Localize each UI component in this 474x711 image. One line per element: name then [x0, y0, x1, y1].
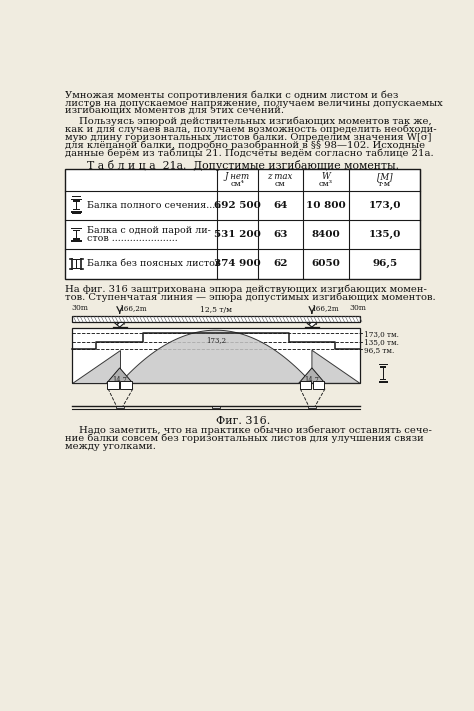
Polygon shape [114, 323, 125, 327]
Text: Т а б л и ц а  21а.  Допустимые изгибающие моменты.: Т а б л и ц а 21а. Допустимые изгибающие… [87, 160, 399, 171]
Text: 96,5 тм.: 96,5 тм. [364, 346, 394, 354]
Text: 374 900: 374 900 [214, 260, 261, 269]
Bar [76, 231, 77, 238]
Text: 96,5: 96,5 [372, 260, 397, 269]
Text: 8400: 8400 [311, 230, 340, 239]
Text: 14,7: 14,7 [112, 375, 127, 384]
Text: 62: 62 [273, 260, 287, 269]
Bar [73, 201, 80, 202]
Text: стов ......................: стов ...................... [87, 234, 178, 243]
Text: Надо заметить, что на практике обычно избегают оставлять сече-: Надо заметить, что на практике обычно из… [80, 426, 432, 435]
Bar [107, 381, 119, 389]
Bar [73, 209, 80, 210]
Bar [212, 406, 219, 408]
Text: 166,2m: 166,2m [119, 304, 146, 312]
Text: 173,0: 173,0 [368, 201, 401, 210]
Text: 531 200: 531 200 [214, 230, 261, 239]
Bar [379, 363, 388, 365]
Text: 30m: 30m [349, 304, 366, 312]
Text: Балка с одной парой ли-: Балка с одной парой ли- [87, 226, 211, 235]
Bar [72, 328, 360, 383]
Text: Пользуясь эпюрой действительных изгибающих моментов так же,: Пользуясь эпюрой действительных изгибающ… [80, 117, 432, 126]
Polygon shape [72, 351, 120, 383]
Bar [114, 323, 125, 325]
Text: между уголками.: между уголками. [65, 442, 156, 451]
Text: Балка полного сечения.....: Балка полного сечения..... [87, 201, 221, 210]
Bar [73, 238, 80, 240]
Text: тов. Ступенчатая линия — эпюра допустимых изгибающих моментов.: тов. Ступенчатая линия — эпюра допустимы… [65, 293, 436, 302]
Text: 30m: 30m [72, 304, 89, 312]
Text: Фиг. 316.: Фиг. 316. [216, 416, 270, 426]
Bar [120, 381, 132, 389]
Bar [71, 211, 82, 213]
Polygon shape [307, 323, 317, 327]
Text: Балка без поясных листов: Балка без поясных листов [87, 260, 220, 269]
Text: 173,2: 173,2 [206, 336, 226, 344]
Text: 166,2m: 166,2m [311, 304, 339, 312]
Bar [71, 198, 82, 200]
Bar [210, 409, 221, 410]
Text: 692 500: 692 500 [214, 201, 261, 210]
Text: 6050: 6050 [311, 260, 340, 269]
Bar [71, 240, 82, 242]
Polygon shape [120, 330, 312, 383]
Bar [73, 267, 80, 269]
Text: 14,7: 14,7 [304, 375, 319, 384]
Bar [72, 213, 81, 215]
Text: 10 800: 10 800 [306, 201, 346, 210]
Bar [72, 196, 81, 198]
Bar [72, 316, 360, 321]
Text: На фиг. 316 заштрихована эпюра действующих изгибающих момен-: На фиг. 316 заштрихована эпюра действующ… [65, 284, 428, 294]
Text: 173,0 тм.: 173,0 тм. [364, 330, 399, 338]
Polygon shape [299, 368, 325, 383]
Bar [116, 406, 124, 408]
Text: см: см [275, 180, 285, 188]
Text: ние балки совсем без горизонтальных листов для улучшения связи: ние балки совсем без горизонтальных лист… [65, 434, 424, 443]
Text: как и для случаев вала, получаем возможность определить необходи-: как и для случаев вала, получаем возможн… [65, 124, 437, 134]
Text: см⁴: см⁴ [230, 180, 245, 188]
Text: изгибающих моментов для этих сечений.: изгибающих моментов для этих сечений. [65, 107, 284, 116]
Bar [300, 381, 311, 389]
Bar [76, 260, 77, 267]
Bar [71, 228, 82, 229]
Bar [313, 381, 324, 389]
Bar [73, 230, 80, 231]
Polygon shape [312, 351, 360, 383]
Bar [114, 409, 125, 410]
Text: J нет: J нет [225, 172, 250, 181]
Text: Умножая моменты сопротивления балки с одним листом и без: Умножая моменты сопротивления балки с од… [65, 91, 399, 100]
Text: 135,0 тм.: 135,0 тм. [364, 338, 399, 347]
Bar [65, 169, 420, 279]
Text: 12,5 т/м: 12,5 т/м [200, 306, 232, 314]
Text: для клёпаной балки, подробно разобранной в §§ 98—102. Исходные: для клёпаной балки, подробно разобранной… [65, 141, 426, 150]
Bar [307, 323, 317, 325]
Text: 64: 64 [273, 201, 287, 210]
Text: т·м: т·м [378, 180, 392, 188]
Bar [379, 381, 388, 383]
Bar [307, 409, 317, 410]
Text: листов на допускаемое напряжение, получаем величины допускаемых: листов на допускаемое напряжение, получа… [65, 99, 443, 108]
Text: 63: 63 [273, 230, 287, 239]
Polygon shape [107, 368, 133, 383]
Bar [380, 379, 386, 380]
Text: мую длину горизонтальных листов балки. Определим значения W[σ]: мую длину горизонтальных листов балки. О… [65, 133, 432, 142]
Text: данные берём из таблицы 21. Подсчёты ведём согласно таблице 21а.: данные берём из таблицы 21. Подсчёты вед… [65, 149, 434, 159]
Text: см³: см³ [319, 180, 333, 188]
Bar [73, 259, 80, 260]
Bar [383, 368, 384, 379]
Text: z max: z max [267, 172, 293, 181]
Text: W: W [321, 172, 330, 181]
Text: [M]: [M] [377, 172, 392, 181]
Bar [76, 202, 77, 209]
Text: 135,0: 135,0 [369, 230, 401, 239]
Bar [308, 406, 316, 408]
Bar [380, 366, 386, 368]
